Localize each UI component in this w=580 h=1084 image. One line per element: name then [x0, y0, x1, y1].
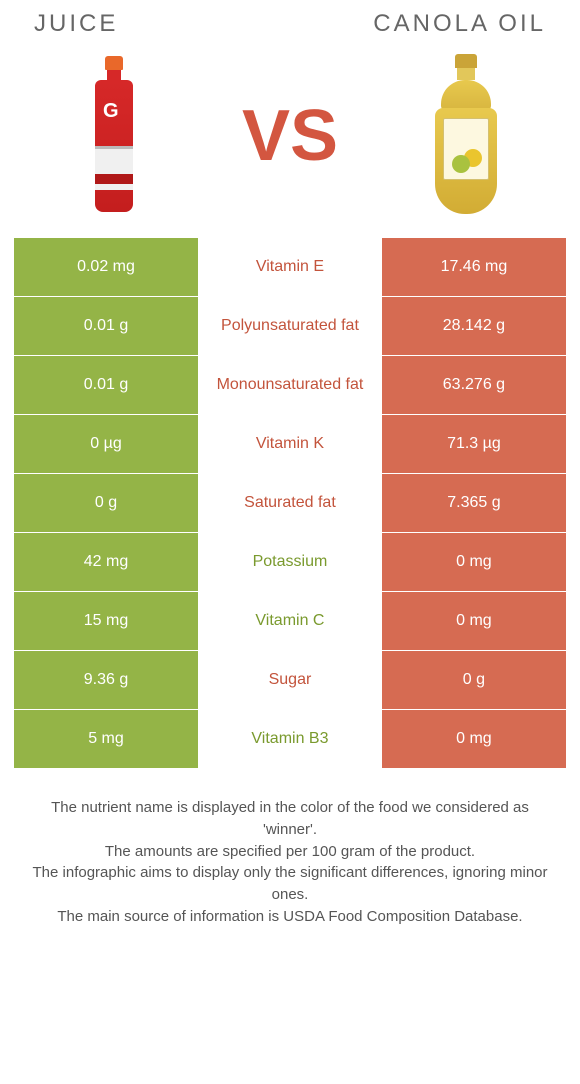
header: JUICE CANOLA OIL: [14, 10, 566, 38]
table-row: 5 mgVitamin B30 mg: [14, 710, 566, 768]
nutrient-label: Vitamin C: [198, 592, 382, 650]
footer-line: The amounts are specified per 100 gram o…: [24, 841, 556, 863]
table-row: 9.36 gSugar0 g: [14, 651, 566, 709]
oil-bottle-icon: [431, 54, 501, 219]
table-row: 0.01 gMonounsaturated fat63.276 g: [14, 356, 566, 414]
left-value: 15 mg: [14, 592, 198, 650]
footer-notes: The nutrient name is displayed in the co…: [14, 769, 566, 928]
right-value: 71.3 µg: [382, 415, 566, 473]
nutrient-label: Vitamin K: [198, 415, 382, 473]
left-value: 0.02 mg: [14, 238, 198, 296]
left-value: 9.36 g: [14, 651, 198, 709]
left-value: 5 mg: [14, 710, 198, 768]
right-value: 7.365 g: [382, 474, 566, 532]
image-row: G VS: [14, 38, 566, 238]
comparison-table: 0.02 mgVitamin E17.46 mg0.01 gPolyunsatu…: [14, 238, 566, 768]
footer-line: The main source of information is USDA F…: [24, 906, 556, 928]
juice-bottle-icon: G: [89, 56, 139, 216]
left-value: 0 g: [14, 474, 198, 532]
table-row: 0.01 gPolyunsaturated fat28.142 g: [14, 297, 566, 355]
right-value: 17.46 mg: [382, 238, 566, 296]
footer-line: The nutrient name is displayed in the co…: [24, 797, 556, 841]
title-left: JUICE: [34, 10, 118, 38]
nutrient-label: Polyunsaturated fat: [198, 297, 382, 355]
vs-label: VS: [242, 95, 338, 177]
nutrient-label: Potassium: [198, 533, 382, 591]
table-row: 15 mgVitamin C0 mg: [14, 592, 566, 650]
title-right: CANOLA OIL: [373, 10, 546, 38]
nutrient-label: Vitamin B3: [198, 710, 382, 768]
left-value: 42 mg: [14, 533, 198, 591]
right-value: 0 mg: [382, 710, 566, 768]
nutrient-label: Sugar: [198, 651, 382, 709]
table-row: 0 µgVitamin K71.3 µg: [14, 415, 566, 473]
footer-line: The infographic aims to display only the…: [24, 862, 556, 906]
nutrient-label: Saturated fat: [198, 474, 382, 532]
left-value: 0 µg: [14, 415, 198, 473]
table-row: 42 mgPotassium0 mg: [14, 533, 566, 591]
table-row: 0.02 mgVitamin E17.46 mg: [14, 238, 566, 296]
right-value: 63.276 g: [382, 356, 566, 414]
left-value: 0.01 g: [14, 297, 198, 355]
nutrient-label: Vitamin E: [198, 238, 382, 296]
left-value: 0.01 g: [14, 356, 198, 414]
right-value: 0 g: [382, 651, 566, 709]
table-row: 0 gSaturated fat7.365 g: [14, 474, 566, 532]
nutrient-label: Monounsaturated fat: [198, 356, 382, 414]
juice-image: G: [34, 46, 194, 226]
right-value: 28.142 g: [382, 297, 566, 355]
canola-oil-image: [386, 46, 546, 226]
right-value: 0 mg: [382, 592, 566, 650]
right-value: 0 mg: [382, 533, 566, 591]
